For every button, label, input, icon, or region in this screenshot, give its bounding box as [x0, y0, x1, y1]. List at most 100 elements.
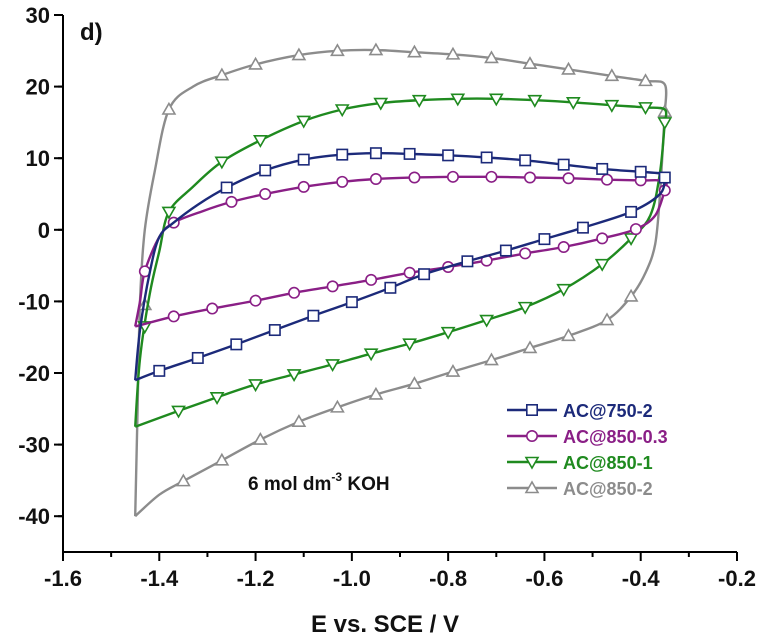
data-point — [161, 206, 177, 220]
data-point — [599, 312, 615, 326]
data-point — [479, 314, 495, 328]
y-tick-label: 0 — [38, 218, 50, 243]
data-point — [249, 294, 262, 307]
data-point — [519, 247, 532, 260]
data-point — [325, 359, 340, 373]
data-point — [373, 97, 389, 111]
data-point — [153, 364, 166, 377]
legend-item: AC@850-1 — [507, 453, 653, 473]
data-point — [326, 280, 339, 293]
data-point — [407, 376, 422, 390]
data-point — [248, 56, 263, 70]
x-axis-title: E vs. SCE / V — [311, 611, 459, 637]
data-point — [253, 431, 268, 445]
x-tick-label: -0.2 — [718, 566, 756, 591]
data-point — [297, 180, 310, 193]
data-point — [488, 93, 504, 107]
data-point — [288, 286, 301, 299]
x-tick-label: -1.0 — [333, 566, 371, 591]
data-point — [596, 162, 609, 175]
data-point — [556, 283, 572, 297]
data-point — [557, 158, 570, 171]
series-AC@850-0.3 — [134, 170, 671, 328]
annotation-text: 6 mol dm — [248, 474, 331, 495]
data-point — [446, 170, 459, 183]
data-point — [369, 147, 382, 160]
data-point — [291, 47, 307, 61]
legend-label: AC@850-2 — [563, 479, 653, 499]
y-tick-label: -20 — [18, 361, 50, 386]
x-tick-label: -1.4 — [140, 566, 179, 591]
ticks-layer: -1.6 -1.4 -1.2 -1.0 -0.8 -0.6 -0.4 -0.2-40-30-2… — [18, 3, 756, 591]
data-point — [259, 188, 272, 201]
data-point — [175, 473, 191, 487]
data-point — [445, 46, 461, 60]
data-point — [527, 94, 543, 108]
data-point — [363, 348, 379, 362]
data-point — [562, 172, 575, 185]
data-point — [291, 414, 307, 427]
data-point — [336, 148, 349, 161]
data-point — [330, 43, 345, 57]
data-point — [445, 363, 461, 377]
data-point — [214, 67, 230, 81]
y-tick-label: 30 — [26, 3, 50, 28]
data-point — [561, 328, 576, 342]
data-point — [403, 266, 416, 279]
y-tick-label: -10 — [18, 289, 50, 314]
data-point — [403, 147, 416, 160]
data-point — [171, 405, 186, 419]
data-point — [634, 165, 647, 178]
data-point — [561, 61, 576, 75]
data-point — [297, 153, 310, 166]
data-point — [220, 181, 233, 194]
series-AC@850-1 — [134, 93, 673, 428]
data-point — [657, 117, 673, 131]
data-point — [485, 170, 498, 183]
legend-marker — [525, 429, 538, 442]
electrolyte-annotation: 6 mol dm-3 KOH — [248, 470, 390, 495]
data-point — [629, 223, 642, 236]
data-point — [538, 233, 551, 246]
data-point — [336, 175, 349, 188]
data-point — [658, 171, 671, 184]
data-point — [638, 73, 653, 87]
data-point — [461, 255, 474, 268]
data-point — [259, 164, 272, 177]
annotation-suffix: KOH — [342, 474, 390, 495]
legend-marker — [524, 480, 540, 494]
data-point — [214, 452, 230, 466]
data-point — [576, 221, 589, 234]
data-point — [206, 302, 219, 315]
data-point — [623, 288, 639, 302]
data-point — [638, 102, 653, 115]
data-point — [230, 338, 243, 351]
data-point — [191, 351, 204, 364]
data-point — [253, 135, 268, 148]
data-point — [214, 156, 230, 170]
x-tick-label: -1.6 — [44, 566, 82, 591]
y-tick-label: 10 — [26, 146, 50, 171]
data-point — [407, 44, 422, 58]
x-tick-label: -0.8 — [429, 566, 467, 591]
data-point — [450, 93, 466, 107]
x-tick-label: -0.4 — [622, 566, 661, 591]
legend-label: AC@750-2 — [563, 401, 653, 421]
data-point — [604, 99, 620, 113]
y-tick-label: 20 — [26, 75, 50, 100]
data-point — [161, 101, 177, 115]
y-tick-label: -40 — [18, 504, 50, 529]
data-point — [484, 352, 499, 366]
data-point — [368, 42, 384, 56]
data-point — [499, 244, 512, 257]
data-point — [296, 115, 312, 129]
data-point — [594, 258, 610, 272]
data-point — [365, 273, 378, 286]
data-point — [623, 233, 639, 247]
data-point — [209, 392, 225, 405]
legend-marker — [525, 403, 538, 416]
data-point — [565, 97, 581, 110]
series-AC@850-2 — [134, 42, 673, 518]
series-line-lower — [134, 177, 666, 382]
data-point — [369, 172, 382, 185]
